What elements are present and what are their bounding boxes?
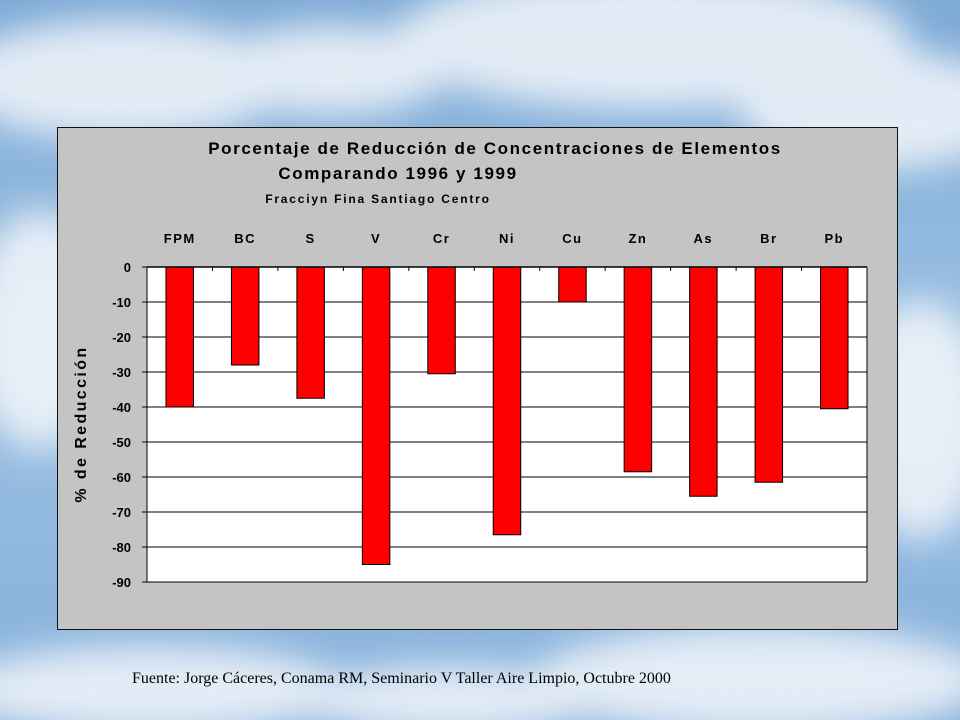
y-tick-label-7: -70 — [112, 505, 131, 520]
bar-FPM — [165, 266, 194, 408]
y-tick-label-6: -60 — [112, 470, 131, 485]
y-tick-label-8: -80 — [112, 540, 131, 555]
y-tick-label-1: -10 — [112, 295, 131, 310]
category-label-Zn: Zn — [628, 231, 647, 246]
bar-Pb — [820, 266, 849, 410]
bar-chart: Porcentaje de Reducción de Concentracion… — [73, 139, 868, 590]
y-tick-label-2: -20 — [112, 330, 131, 345]
category-label-V: V — [371, 231, 381, 246]
y-tick-label-4: -40 — [112, 400, 131, 415]
source-note: Fuente: Jorge Cáceres, Conama RM, Semina… — [132, 670, 671, 687]
y-tick-label-0: 0 — [124, 260, 131, 275]
bar-As — [689, 266, 718, 497]
category-label-Ni: Ni — [499, 231, 515, 246]
category-label-Cr: Cr — [433, 231, 450, 246]
bar-Cu — [558, 266, 587, 303]
bar-V — [361, 266, 391, 565]
chart-subtitle: Comparando 1996 y 1999 — [278, 164, 517, 183]
y-tick-labels: 0 -10 -20 -30 -40 -50 -60 -70 -80 -90 — [112, 260, 131, 590]
category-label-BC: BC — [234, 231, 256, 246]
axes — [142, 266, 868, 583]
category-label-FPM: FPM — [164, 231, 196, 246]
bar-BC — [230, 266, 260, 366]
category-labels: FPM BC S V Cr Ni Cu Zn As Br Pb — [164, 231, 844, 246]
chart-subtitle-secondary: Fracciyn Fina Santiago Centro — [265, 192, 491, 206]
bars — [165, 266, 849, 565]
bar-Ni — [492, 266, 522, 536]
category-label-S: S — [306, 231, 316, 246]
category-label-Br: Br — [760, 231, 777, 246]
chart-title: Porcentaje de Reducción de Concentracion… — [208, 139, 782, 158]
category-label-Pb: Pb — [824, 231, 844, 246]
bar-Cr — [427, 266, 456, 375]
bar-Br — [754, 266, 784, 483]
chart-panel: Porcentaje de Reducción de Concentracion… — [57, 127, 898, 630]
y-axis-label: % de Reducción — [73, 345, 90, 502]
bar-S — [296, 266, 325, 399]
y-tick-label-3: -30 — [112, 365, 131, 380]
bar-Zn — [623, 266, 653, 473]
y-tick-label-5: -50 — [112, 435, 131, 450]
category-label-As: As — [694, 231, 714, 246]
category-label-Cu: Cu — [562, 231, 582, 246]
y-tick-label-9: -90 — [112, 575, 131, 590]
